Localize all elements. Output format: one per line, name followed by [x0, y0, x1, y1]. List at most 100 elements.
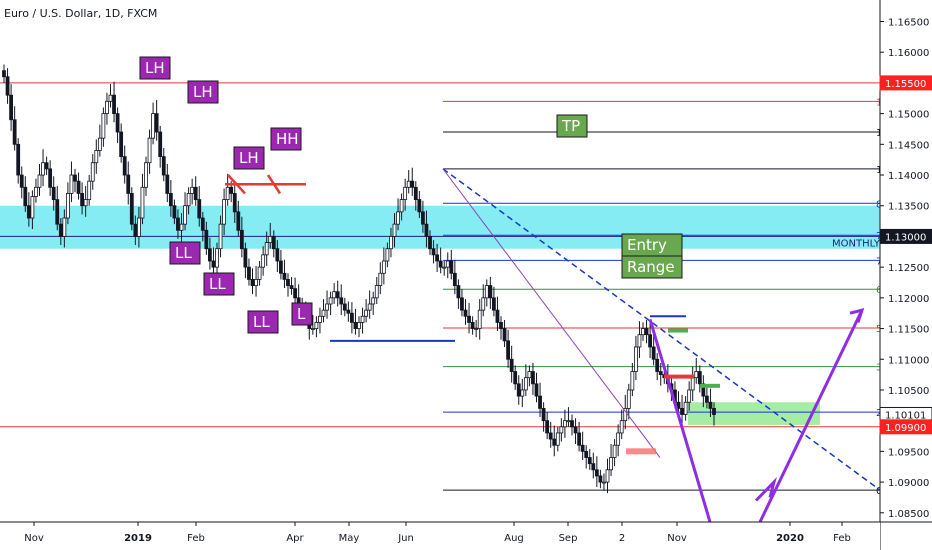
annotation-box	[291, 302, 313, 326]
candle-body	[456, 285, 461, 299]
candle-body	[243, 248, 248, 268]
candle-body	[289, 285, 294, 290]
candle-body	[34, 186, 38, 197]
candle-body	[520, 389, 525, 397]
candle-body	[360, 315, 365, 323]
y-tick-label: 1.08500	[888, 509, 929, 520]
projection-arrow-up	[758, 309, 864, 523]
candle-body	[129, 193, 134, 225]
candle-body	[133, 223, 138, 237]
candle-body	[225, 186, 230, 200]
candle-body	[630, 371, 635, 391]
candle-body	[538, 395, 542, 409]
y-tick-label: 1.09500	[888, 447, 929, 458]
candle-body	[310, 328, 315, 330]
candle-body	[318, 315, 322, 323]
candle-body	[271, 236, 276, 250]
y-tick-label: 1.12000	[888, 294, 929, 305]
y-tick-label: 1.16500	[888, 17, 929, 28]
y-tick-label: 1.10500	[888, 386, 929, 397]
candle-body	[406, 180, 411, 188]
candle-body	[566, 420, 571, 423]
price-badge-label: 1.09900	[885, 423, 926, 434]
candle-body	[488, 285, 493, 299]
candle-body	[73, 174, 77, 182]
candle-body	[264, 242, 269, 256]
candle-body	[66, 193, 70, 219]
candle-body	[644, 328, 649, 336]
candle-body	[87, 180, 92, 200]
candle-body	[470, 322, 475, 329]
zone-label: MONTHLY	[832, 239, 881, 250]
candle-body	[523, 377, 528, 391]
candle-body	[534, 383, 539, 397]
x-tick-label: Aug	[504, 533, 524, 544]
x-tick-label: 2019	[124, 533, 152, 544]
candle-body	[69, 174, 74, 194]
candle-body	[705, 395, 709, 403]
candle-body	[5, 76, 10, 96]
annotation-box	[203, 272, 235, 296]
candle-body	[19, 174, 24, 188]
candle-body	[293, 288, 298, 299]
candle-body	[62, 217, 67, 237]
time-axis	[0, 522, 880, 550]
candle-body	[371, 297, 376, 305]
candle-body	[58, 223, 63, 237]
candle-body	[286, 279, 290, 286]
candle-body	[154, 113, 159, 133]
candle-body	[144, 162, 148, 188]
chart-title: Euro / U.S. Dollar, 1D, FXCM	[4, 7, 158, 20]
candle-body	[420, 211, 425, 225]
annotation-label: HH	[276, 130, 299, 148]
candle-body	[641, 328, 645, 336]
candle-body	[204, 229, 209, 250]
annotation-box	[169, 241, 201, 265]
annotation-label: TP	[561, 117, 580, 135]
x-tick-label: 2020	[776, 533, 804, 544]
annotation-label: LL	[175, 244, 192, 262]
candle-body	[278, 260, 283, 274]
annotation-label: L	[297, 305, 306, 323]
candle-body	[477, 309, 482, 329]
candle-body	[626, 389, 631, 409]
candle-body	[378, 272, 383, 286]
candle-body	[634, 346, 638, 372]
candle-body	[602, 481, 606, 484]
purple-trendline	[442, 168, 661, 458]
candle-body	[442, 266, 447, 269]
y-tick-label: 1.16000	[888, 48, 929, 59]
candle-body	[282, 272, 287, 280]
candle-body	[449, 260, 454, 274]
candle-body	[26, 205, 31, 219]
candle-body	[197, 199, 202, 219]
candle-body	[435, 254, 440, 262]
candle-body	[346, 309, 351, 314]
x-tick-label: Feb	[833, 533, 851, 544]
price-badge	[879, 419, 932, 435]
candle-body	[396, 211, 400, 225]
candle-body	[275, 248, 280, 262]
candle-body	[140, 186, 145, 219]
x-tick-label: Sep	[559, 533, 578, 544]
candle-body	[261, 254, 266, 268]
annotation-label: LL	[253, 313, 270, 331]
candle-body	[183, 205, 187, 225]
y-tick-label: 1.13500	[888, 202, 929, 213]
candle-body	[48, 168, 53, 188]
candle-body	[577, 432, 581, 446]
candle-body	[548, 432, 553, 440]
candle-body	[616, 432, 621, 446]
price-badge-label: 1.15500	[885, 79, 926, 90]
candle-body	[460, 297, 464, 311]
candle-body	[268, 236, 273, 243]
cross-mark	[266, 174, 282, 195]
candle-body	[559, 426, 564, 434]
annotation-box	[247, 310, 279, 334]
candle-body	[108, 94, 113, 102]
red-marker	[664, 374, 694, 379]
candle-body	[580, 444, 585, 452]
candle-body	[367, 303, 372, 311]
